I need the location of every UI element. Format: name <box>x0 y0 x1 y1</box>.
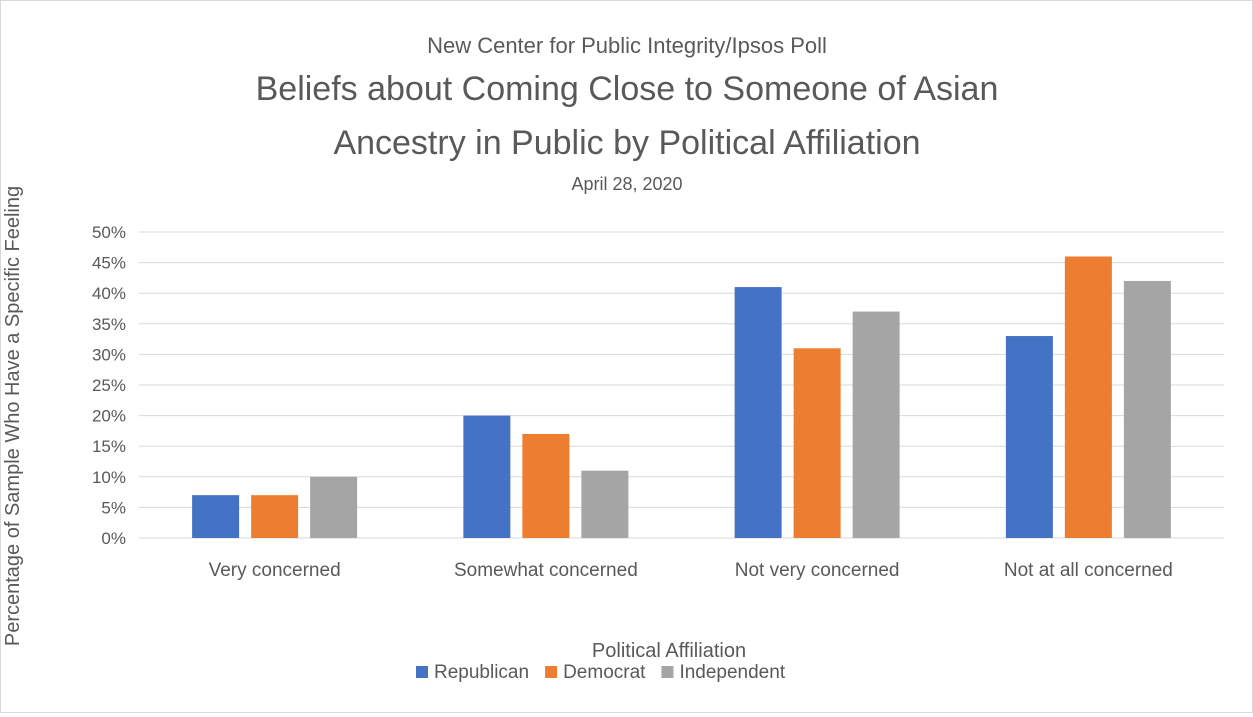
x-category-label: Very concerned <box>209 560 341 581</box>
bar-independent-4 <box>1123 280 1171 538</box>
bar-democrat-3 <box>793 348 841 538</box>
bar-republican-4 <box>1005 336 1053 538</box>
legend-swatch-democrat <box>545 666 558 678</box>
bars <box>192 256 1171 538</box>
bar-republican-2 <box>463 415 511 538</box>
legend-label-independent: Independent <box>679 662 785 683</box>
legend-swatch-independent <box>661 666 674 678</box>
bar-democrat-4 <box>1064 256 1112 538</box>
chart-subtitle: April 28, 2020 <box>571 174 682 194</box>
y-tick-label: 35% <box>92 315 126 334</box>
x-axis-categories: Very concerned Somewhat concerned Not very… <box>209 560 1173 581</box>
x-category-label: Not very concerned <box>735 560 900 581</box>
x-category-label: Somewhat concerned <box>454 560 638 581</box>
y-tick-label: 5% <box>101 498 126 517</box>
legend-label-republican: Republican <box>434 662 529 683</box>
y-axis-ticks: 0% 5% 10% 15% 20% 25% 30% 35% 40% 45% 50% <box>92 223 126 548</box>
chart-title-line-1: Beliefs about Coming Close to Someone of… <box>256 70 999 108</box>
y-axis-label: Percentage of Sample Who Have a Specific… <box>2 186 24 646</box>
legend: Republican Democrat Independent <box>416 662 786 683</box>
legend-swatch-republican <box>416 666 428 678</box>
x-category-label: Not at all concerned <box>1004 560 1173 581</box>
bar-independent-2 <box>581 470 629 538</box>
legend-label-democrat: Democrat <box>563 662 646 683</box>
y-tick-label: 40% <box>92 284 126 303</box>
y-tick-label: 30% <box>92 345 126 364</box>
y-tick-label: 0% <box>101 529 126 548</box>
x-axis-label: Political Affiliation <box>592 640 746 662</box>
y-tick-label: 20% <box>92 407 126 426</box>
bar-independent-1 <box>310 476 358 538</box>
y-tick-label: 45% <box>92 254 126 273</box>
y-tick-label: 25% <box>92 376 126 395</box>
chart-title-line-2: Ancestry in Public by Political Affiliat… <box>333 124 920 162</box>
y-tick-label: 15% <box>92 437 126 456</box>
bar-democrat-1 <box>251 495 299 538</box>
y-tick-label: 10% <box>92 468 126 487</box>
bar-republican-1 <box>192 495 240 538</box>
gridlines <box>139 231 1224 539</box>
bar-independent-3 <box>852 311 900 538</box>
bar-republican-3 <box>734 287 782 538</box>
bar-democrat-2 <box>522 433 570 538</box>
y-tick-label: 50% <box>92 223 126 242</box>
chart-supertitle: New Center for Public Integrity/Ipsos Po… <box>427 33 827 58</box>
